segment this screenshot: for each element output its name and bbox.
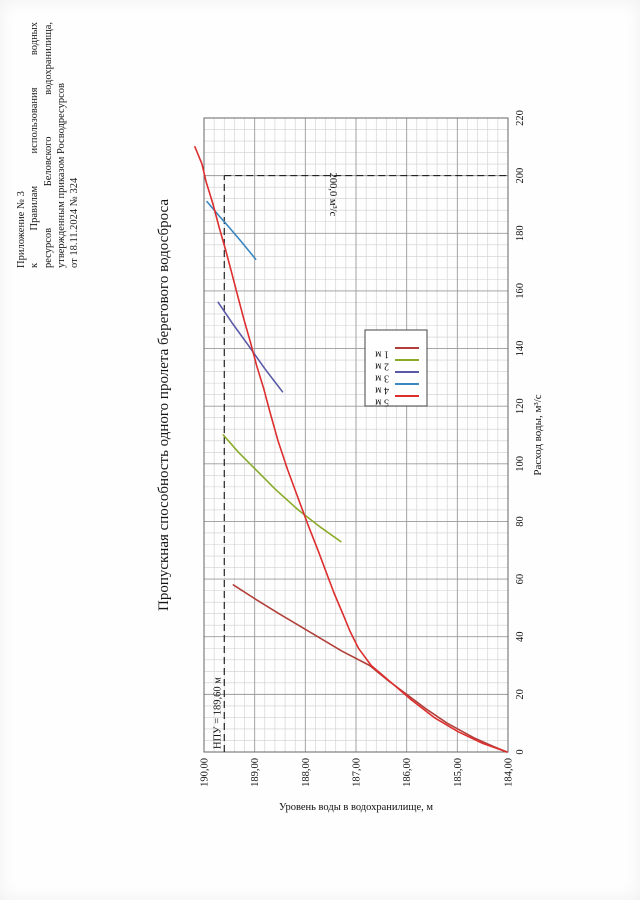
y-axis-label: Уровень воды в водохранилище, м (279, 802, 433, 813)
x-tick-label: 40 (515, 631, 526, 642)
legend-label: 4 м (375, 385, 390, 396)
series-line-5-м (194, 145, 508, 753)
legend-label: 1 м (375, 349, 390, 360)
x-tick-label: 180 (515, 225, 526, 241)
y-tick-label: 189,00 (250, 758, 261, 787)
legend-item: 5 м (375, 395, 419, 408)
x-tick-label: 0 (515, 749, 526, 754)
legend-item: 1 м (375, 347, 419, 360)
y-tick-label: 187,00 (352, 758, 363, 787)
discharge-label: 200,0 м³/с (327, 173, 338, 217)
x-tick-label: 20 (515, 689, 526, 700)
series-line-1-м (232, 584, 508, 753)
x-tick-label: 120 (515, 398, 526, 414)
series-line-2-м (222, 434, 342, 543)
x-tick-label: 100 (515, 456, 526, 472)
legend: 5 м4 м3 м2 м1 м (364, 329, 428, 408)
legend-box (364, 329, 428, 407)
legend-item: 4 м (375, 383, 419, 396)
y-tick-label: 186,00 (402, 758, 413, 787)
y-tick-label: 188,00 (301, 758, 312, 787)
axis-ticks: 0 20 40 60 80 100 120 140 160 180 200 220 184,00 185,… (200, 110, 527, 787)
x-tick-label: 140 (515, 341, 526, 357)
x-tick-label: 80 (515, 516, 526, 527)
legend-label: 3 м (375, 373, 390, 384)
y-tick-label: 185,00 (453, 758, 464, 787)
x-tick-label: 60 (515, 574, 526, 585)
legend-item: 3 м (375, 371, 419, 384)
grid-major (203, 117, 509, 753)
series-line-3-м (217, 301, 284, 393)
legend-label: 2 м (375, 361, 390, 372)
x-axis-label: Расход воды, м³/с (532, 394, 544, 475)
x-tick-label: 160 (515, 283, 526, 299)
plot-frame (203, 117, 509, 753)
x-tick-label: 200 (515, 168, 526, 184)
legend-item: 2 м (375, 359, 419, 372)
y-tick-label: 190,00 (200, 758, 211, 787)
x-tick-label: 220 (515, 110, 526, 126)
legend-label: 5 м (375, 397, 390, 408)
series-lines (194, 145, 508, 753)
y-tick-label: 184,00 (504, 758, 515, 787)
reference-lines: НПУ = 189,60 м 200,0 м³/с (212, 173, 508, 752)
npu-label: НПУ = 189,60 м (212, 677, 223, 749)
